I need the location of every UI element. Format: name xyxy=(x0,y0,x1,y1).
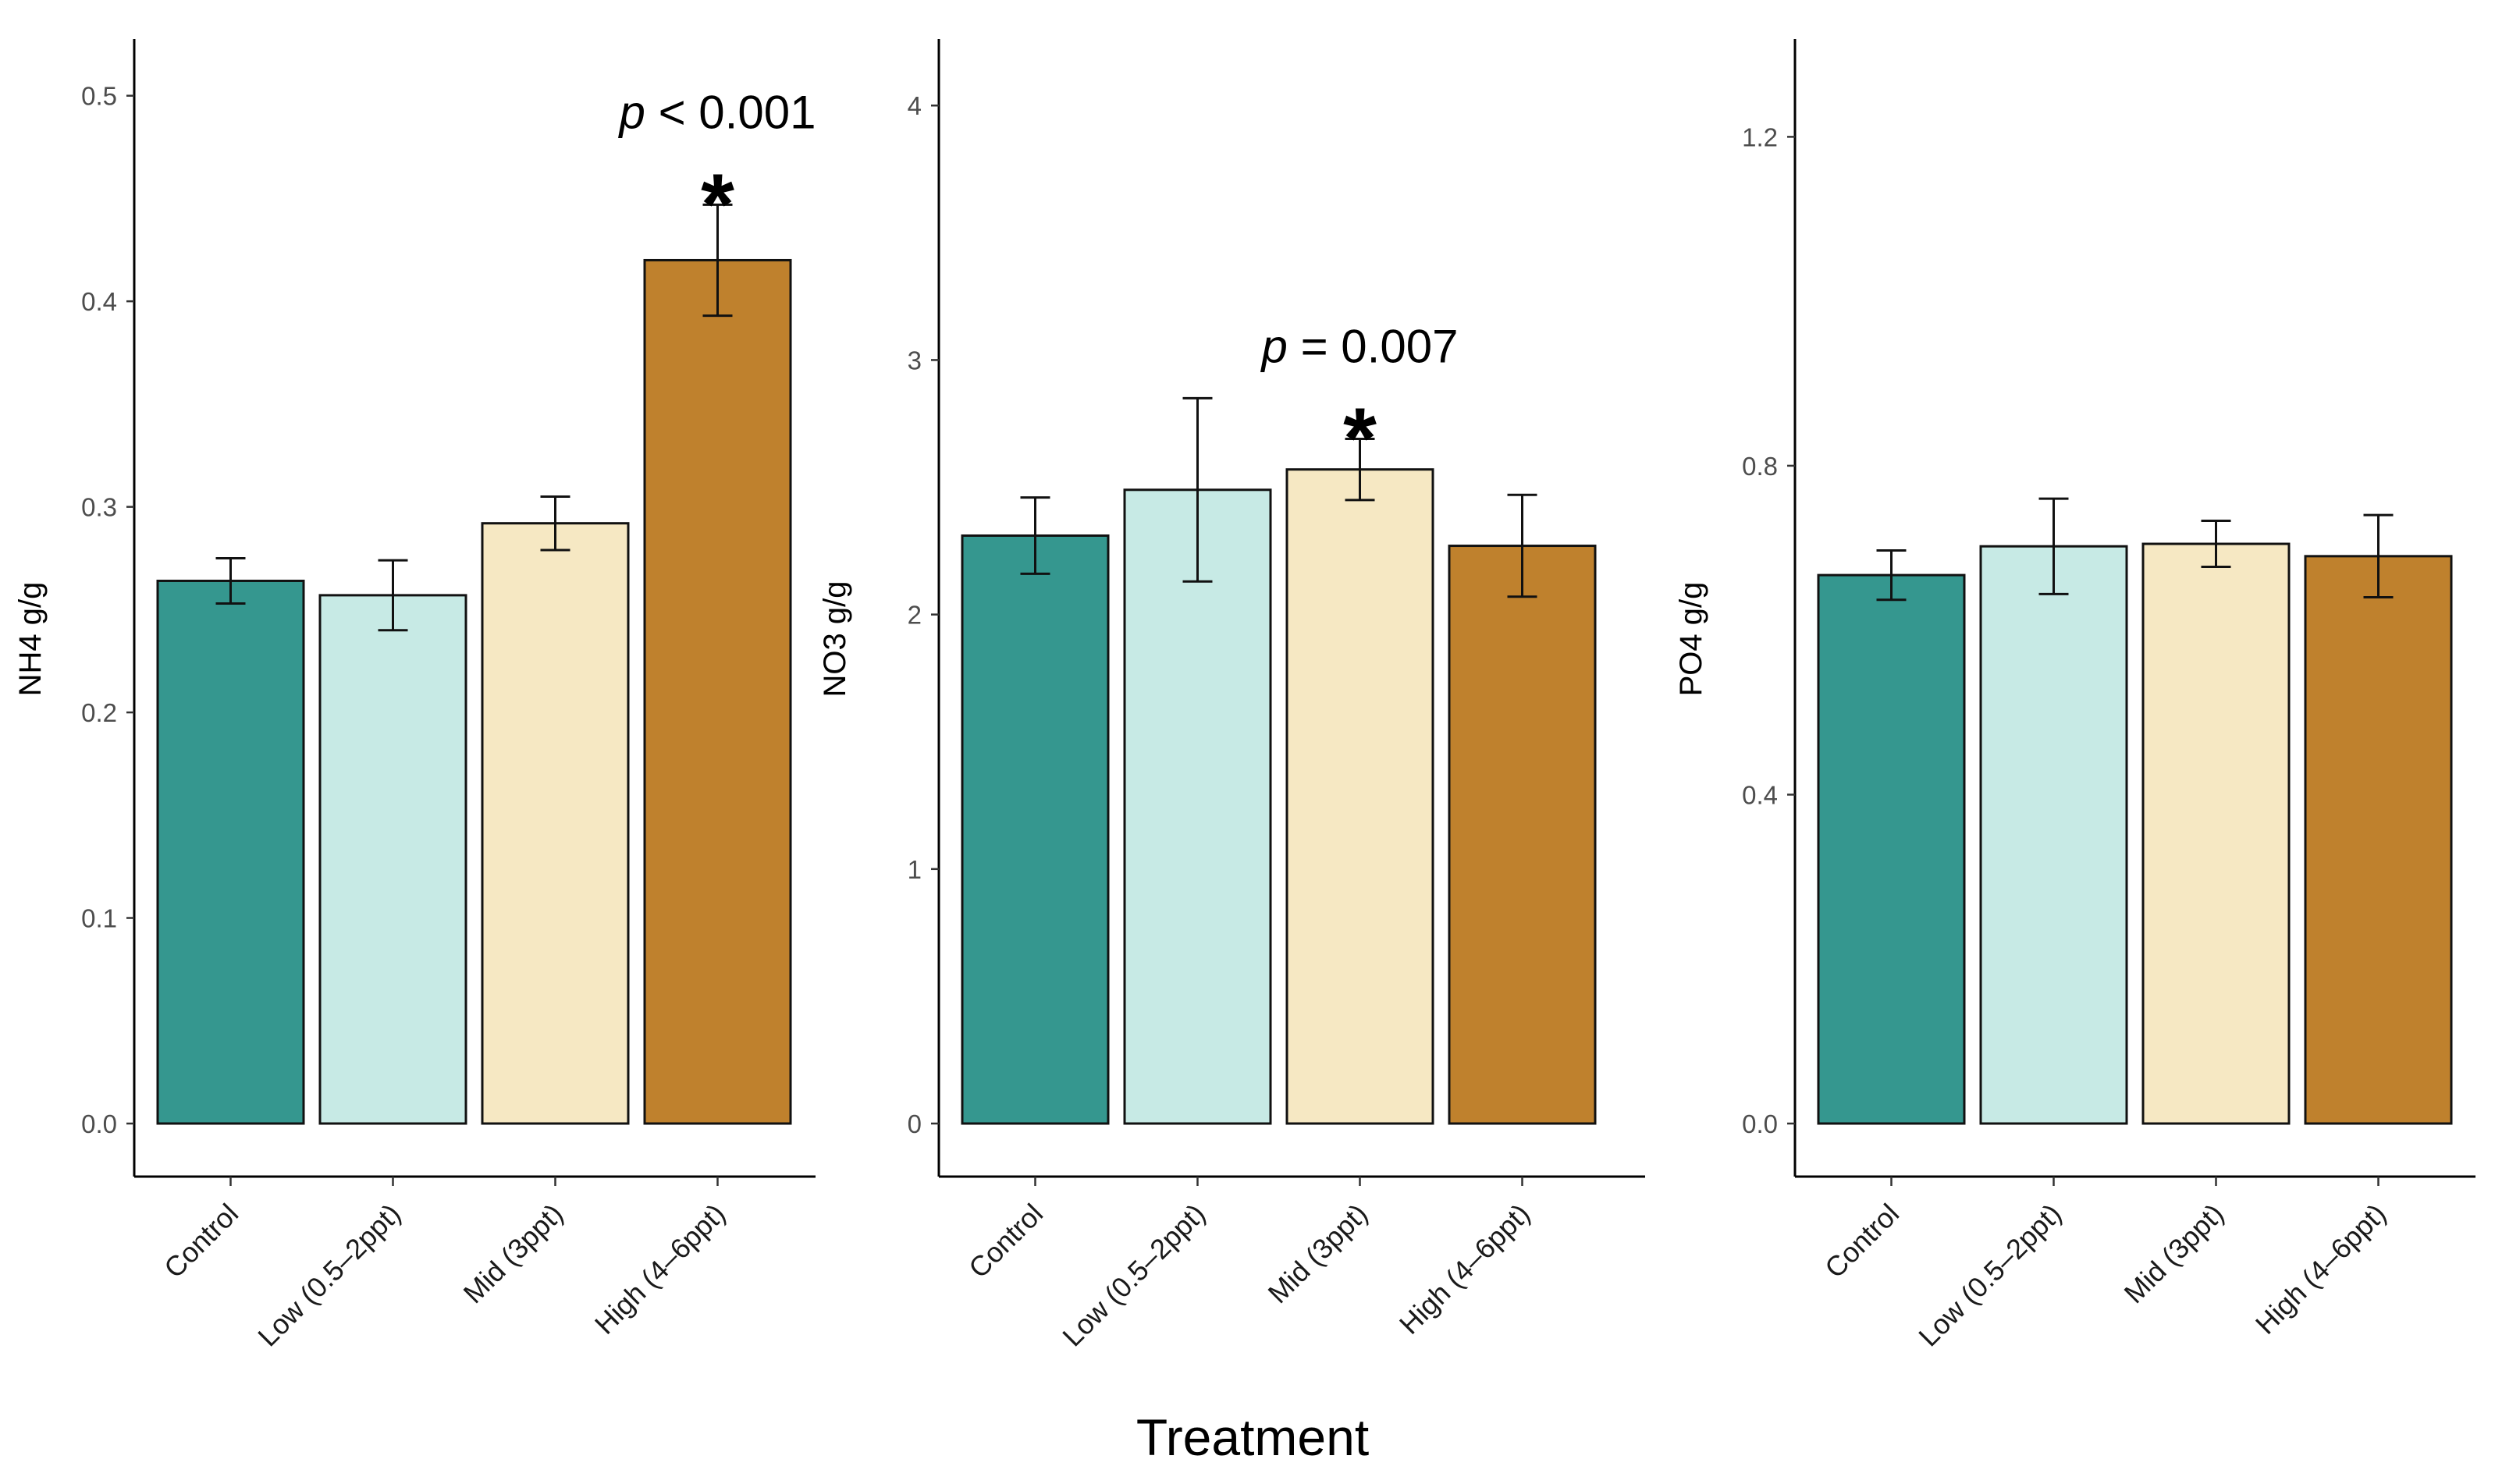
bar-nh4-low xyxy=(318,594,467,1125)
x-tick-label-no3-mid: Mid (3ppt) xyxy=(1262,1198,1374,1310)
y-tick-label-nh4: 0.5 xyxy=(81,82,117,111)
panel-nh4: 0.0 0.1 0.2 0.3 0.4 0.5 NH4 g/g Control Low (0.5… xyxy=(13,39,816,1352)
panel-no3: 0 1 2 3 4 NO3 g/g Control Low (0.5–2ppt) Mid (3p… xyxy=(818,39,1645,1352)
error-bar-no3-low xyxy=(1182,396,1213,583)
error-bar-po4-mid xyxy=(2201,520,2231,569)
y-tick-label-po4: 0.4 xyxy=(1742,780,1778,809)
y-tick-label-po4: 0.0 xyxy=(1742,1109,1778,1138)
x-tick-label-nh4-high: High (4–6ppt) xyxy=(588,1198,731,1340)
x-tick-label-nh4-control: Control xyxy=(158,1198,244,1284)
error-bar-po4-control xyxy=(1876,549,1907,602)
error-bar-po4-low xyxy=(2038,497,2069,595)
y-tick-label-no3: 2 xyxy=(908,601,922,630)
error-bar-nh4-high xyxy=(702,203,733,318)
error-bar-po4-high xyxy=(2363,513,2394,599)
x-axis-title: Treatment xyxy=(1136,1408,1369,1466)
bar-no3-low xyxy=(1123,488,1272,1125)
x-tick-label-po4-low: Low (0.5–2ppt) xyxy=(1912,1198,2067,1353)
error-bar-no3-mid xyxy=(1345,438,1375,502)
error-bar-no3-control xyxy=(1020,496,1050,575)
bar-no3-mid xyxy=(1285,468,1434,1125)
bar-no3-control xyxy=(961,534,1110,1125)
y-tick-label-po4: 0.8 xyxy=(1742,452,1778,481)
significance-star-no3: * xyxy=(1343,391,1377,487)
y-axis-title-no3: NO3 g/g xyxy=(818,581,852,698)
bar-po4-high xyxy=(2304,555,2453,1125)
error-bar-no3-high xyxy=(1507,493,1537,598)
panel-po4: 0.0 0.4 0.8 1.2 PO4 g/g Control Low (0.5–2ppt)… xyxy=(1674,39,2475,1352)
bar-nh4-mid xyxy=(481,522,630,1125)
y-tick-label-no3: 4 xyxy=(908,91,922,120)
bar-nh4-high xyxy=(643,258,792,1125)
x-tick-label-po4-control: Control xyxy=(1818,1198,1905,1284)
y-tick-label-no3: 3 xyxy=(908,346,922,375)
x-tick-label-no3-low: Low (0.5–2ppt) xyxy=(1056,1198,1211,1353)
error-bar-nh4-low xyxy=(378,559,408,632)
y-tick-label-po4: 1.2 xyxy=(1742,122,1778,151)
y-tick-label-no3: 0 xyxy=(908,1109,922,1138)
bar-po4-low xyxy=(1979,545,2128,1125)
significance-star-nh4: * xyxy=(701,156,734,252)
p-value-annotation-no3: p = 0.007 xyxy=(1260,321,1459,373)
error-bar-nh4-mid xyxy=(540,495,570,552)
bar-nh4-control xyxy=(156,579,305,1125)
x-tick-label-nh4-mid: Mid (3ppt) xyxy=(457,1198,570,1310)
bar-po4-mid xyxy=(2141,542,2291,1125)
x-tick-label-no3-high: High (4–6ppt) xyxy=(1393,1198,1536,1340)
x-tick-label-po4-high: High (4–6ppt) xyxy=(2249,1198,2392,1340)
x-tick-label-po4-mid: Mid (3ppt) xyxy=(2118,1198,2230,1310)
y-tick-label-nh4: 0.0 xyxy=(81,1109,117,1138)
y-tick-label-nh4: 0.3 xyxy=(81,493,117,522)
y-tick-label-nh4: 0.2 xyxy=(81,698,117,727)
y-axis-title-po4: PO4 g/g xyxy=(1674,582,1708,697)
y-tick-label-no3: 1 xyxy=(908,855,922,884)
y-axis-title-nh4: NH4 g/g xyxy=(13,582,48,697)
y-tick-label-nh4: 0.1 xyxy=(81,904,117,933)
error-bar-nh4-control xyxy=(215,556,246,605)
bar-no3-high xyxy=(1448,545,1597,1125)
x-tick-label-nh4-low: Low (0.5–2ppt) xyxy=(251,1198,407,1353)
p-value-annotation-nh4: p < 0.001 xyxy=(618,86,816,138)
x-tick-label-no3-control: Control xyxy=(962,1198,1049,1284)
y-tick-label-nh4: 0.4 xyxy=(81,287,117,316)
bar-po4-control xyxy=(1817,573,1966,1125)
